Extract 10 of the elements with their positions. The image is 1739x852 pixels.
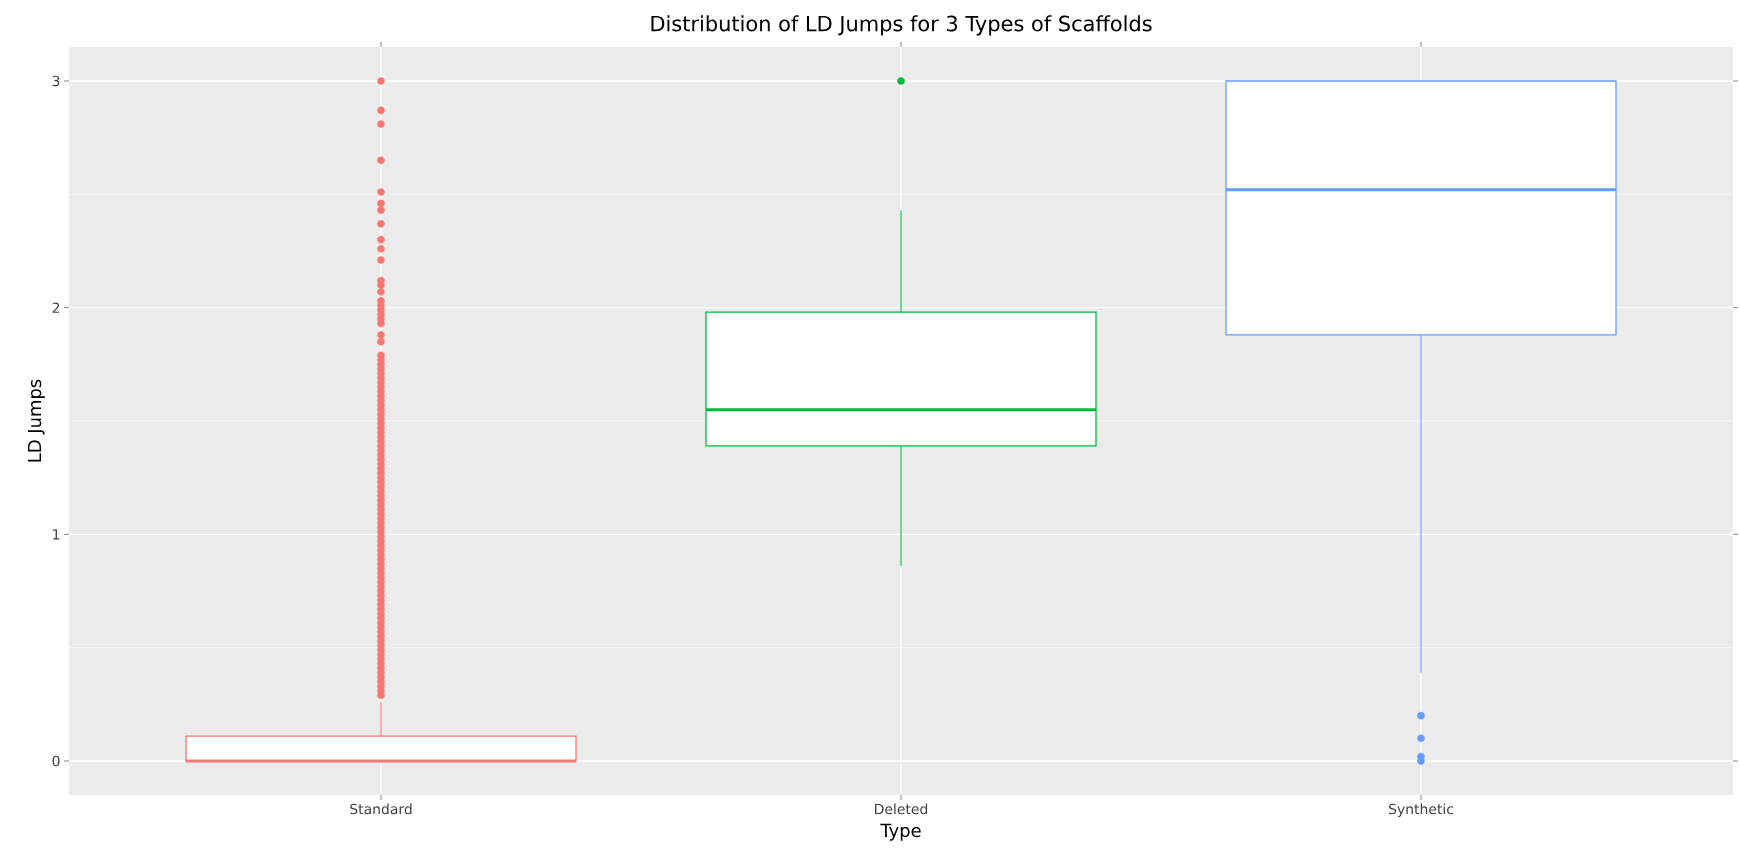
y-tick-label: 2 bbox=[52, 302, 60, 313]
x-tick-label: Standard bbox=[350, 803, 412, 815]
x-tick-label: Synthetic bbox=[1388, 803, 1454, 818]
y-tick-label: 0 bbox=[52, 755, 60, 767]
x-tick-label: Deleted bbox=[875, 803, 928, 815]
y-tick-label: 3 bbox=[52, 75, 60, 87]
y-axis-title: LD Jumps bbox=[27, 379, 45, 462]
chart-title: Distribution of LD Jumps for 3 Types of Scaffolds bbox=[651, 15, 1152, 36]
y-tick-label: 1 bbox=[53, 529, 60, 540]
x-axis-title: Type bbox=[880, 823, 921, 841]
